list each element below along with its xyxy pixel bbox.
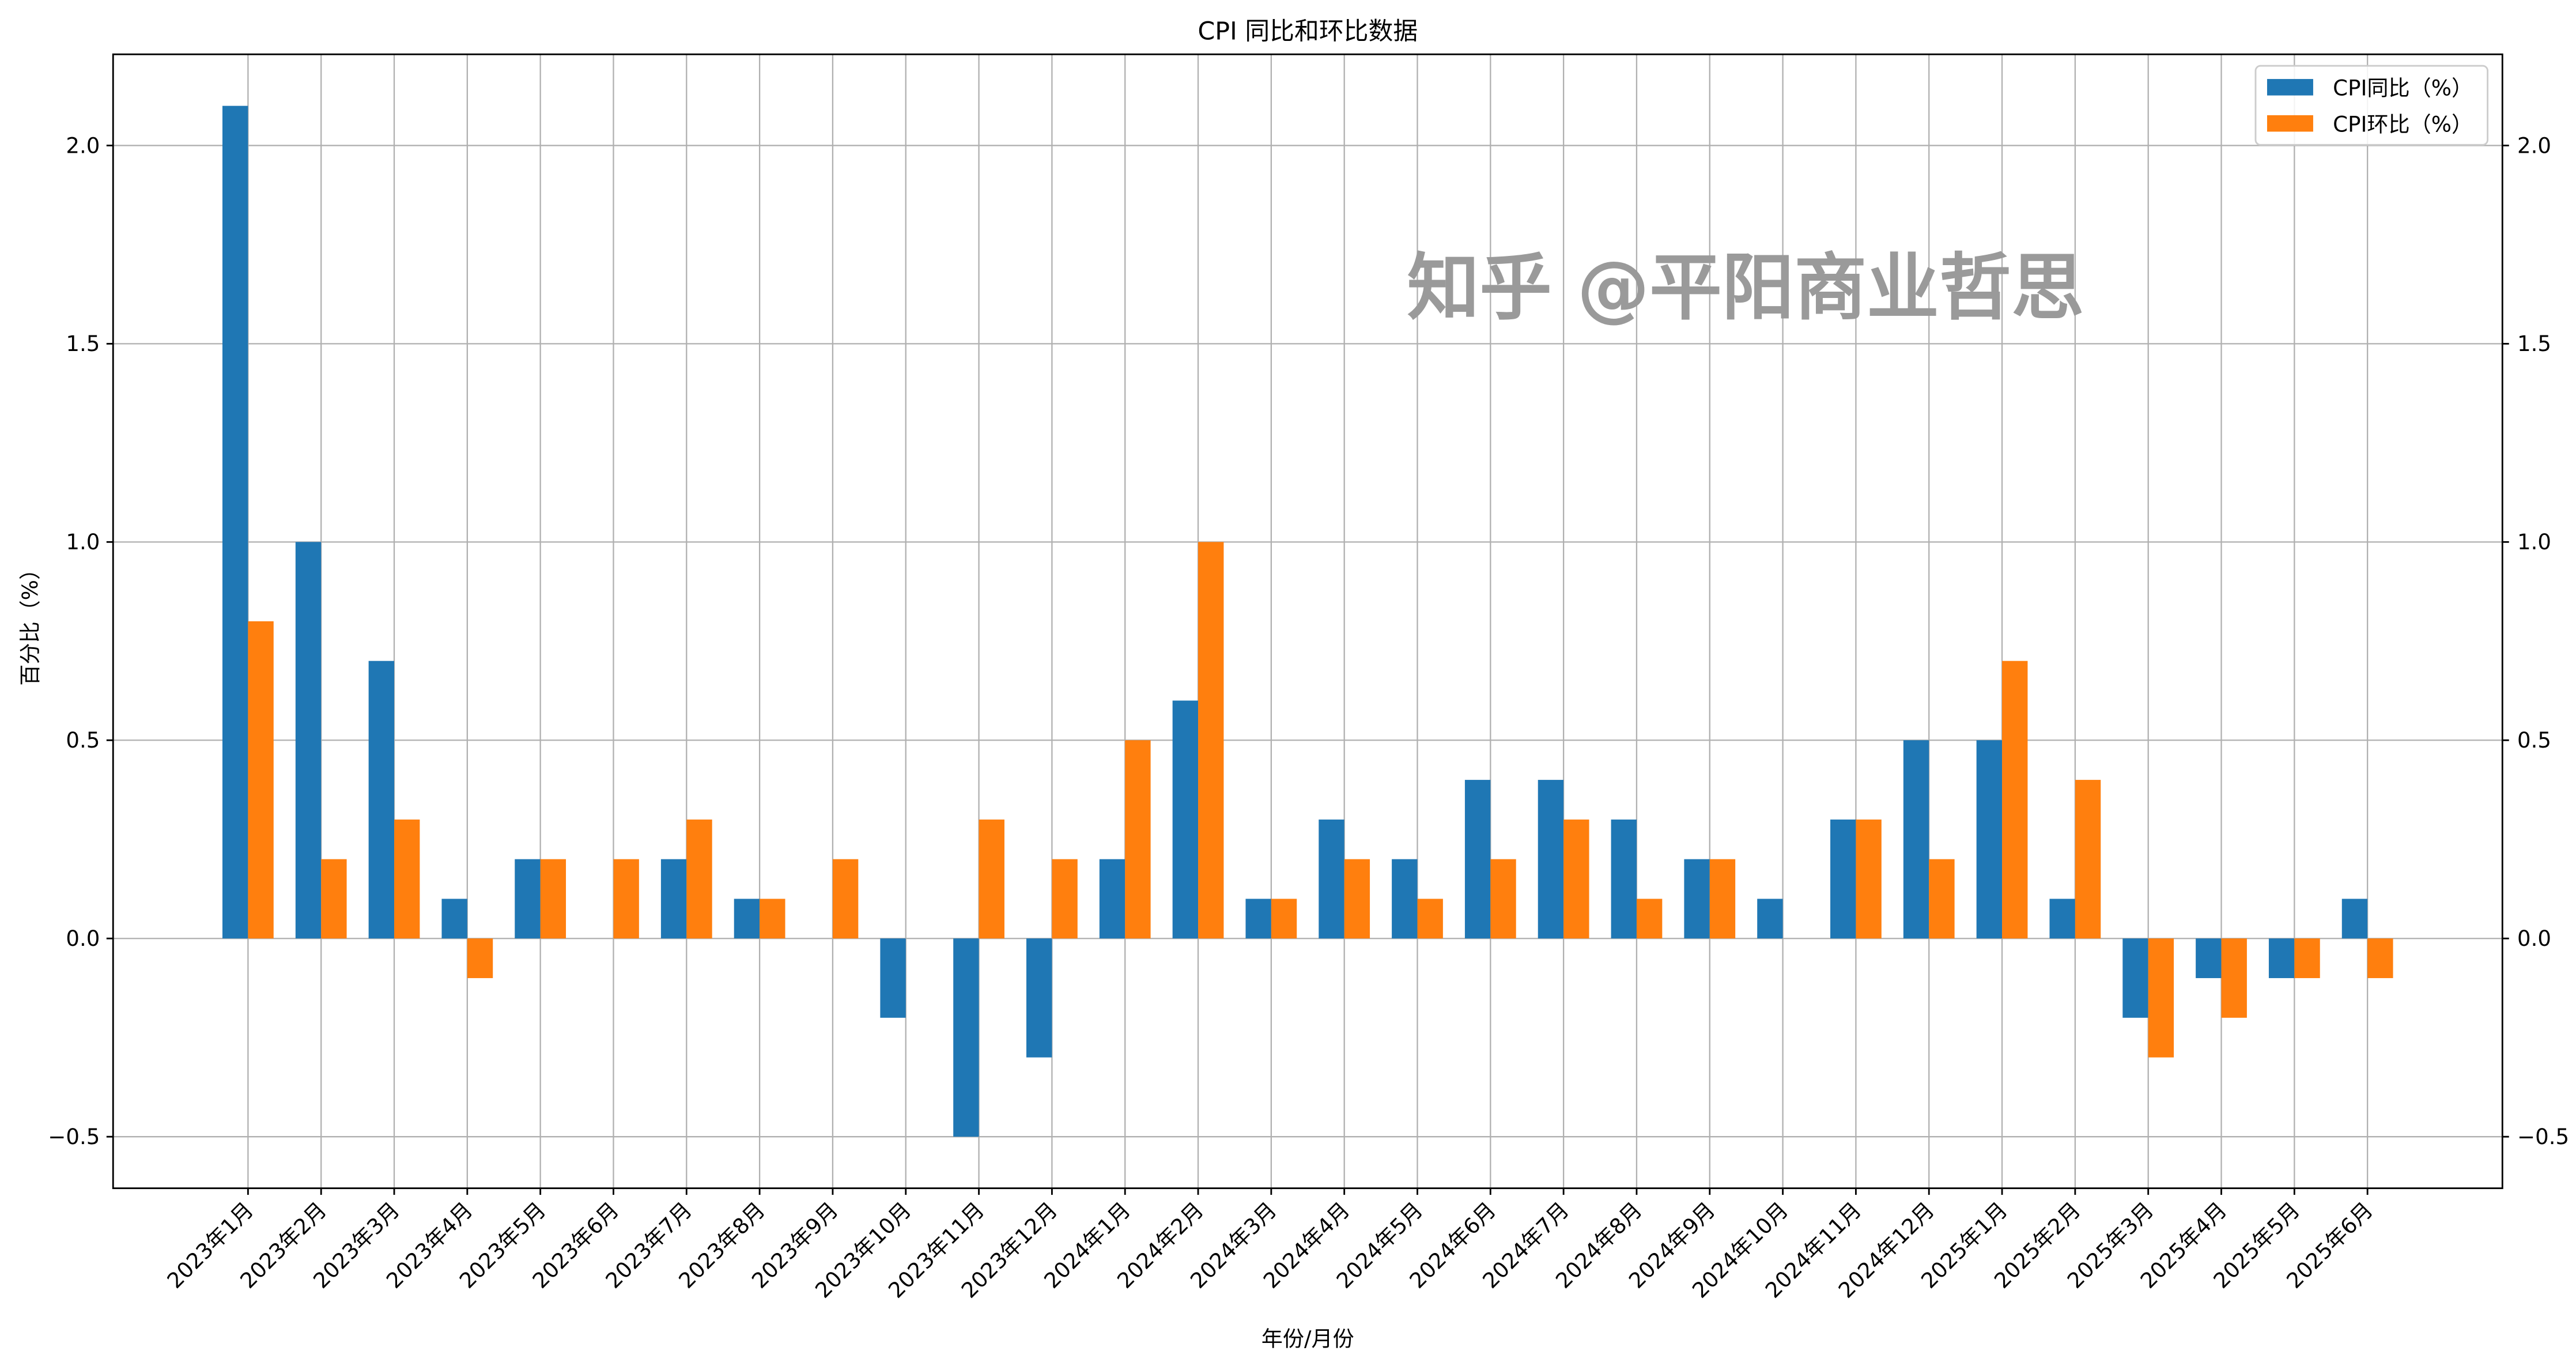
bar-cpi-yoy <box>441 899 467 939</box>
bar-cpi-yoy <box>660 859 687 939</box>
bar-cpi-mom <box>1052 859 1078 939</box>
bar-cpi-mom <box>2221 938 2247 1018</box>
bar-cpi-mom <box>321 859 347 939</box>
bar-cpi-mom <box>979 819 1004 939</box>
bar-cpi-mom <box>2367 938 2393 979</box>
bar-cpi-mom <box>467 938 493 979</box>
bar-cpi-yoy <box>1757 899 1783 939</box>
y-tick-label-right: 1.5 <box>2517 331 2551 356</box>
bar-cpi-yoy <box>1684 859 1710 939</box>
bar-cpi-mom <box>832 859 859 939</box>
y-tick-label-right: 0.5 <box>2517 728 2551 753</box>
bar-cpi-mom <box>1198 542 1224 939</box>
watermark: 知乎 @平阳商业哲思 <box>1407 246 2084 330</box>
legend-swatch-yoy <box>2267 79 2313 96</box>
bar-cpi-mom <box>760 899 785 939</box>
bar-cpi-mom <box>394 819 420 939</box>
bar-cpi-mom <box>2075 780 2101 939</box>
bar-cpi-yoy <box>1026 938 1052 1058</box>
bar-cpi-yoy <box>295 542 322 939</box>
bar-cpi-mom <box>1856 819 1882 939</box>
bar-cpi-yoy <box>1538 780 1564 939</box>
bar-cpi-mom <box>1563 819 1589 939</box>
bar-cpi-mom <box>2294 938 2320 979</box>
bar-cpi-mom <box>540 859 566 939</box>
y-tick-label-left: 2.0 <box>66 133 100 158</box>
legend-box <box>2254 65 2489 146</box>
chart-title: CPI 同比和环比数据 <box>1198 17 1418 46</box>
plot-frame <box>112 53 2503 1190</box>
bar-cpi-yoy <box>2049 899 2075 939</box>
bar-cpi-yoy <box>953 938 979 1137</box>
bar-cpi-yoy <box>734 899 760 939</box>
bar-cpi-mom <box>1636 899 1663 939</box>
bar-cpi-yoy <box>1172 700 1199 939</box>
bar-cpi-mom <box>248 621 274 939</box>
bar-cpi-mom <box>1709 859 1736 939</box>
bar-cpi-yoy <box>1903 740 1929 939</box>
y-tick-label-left: 0.0 <box>66 926 100 951</box>
bar-cpi-mom <box>2148 938 2174 1058</box>
legend-label-yoy: CPI同比（%） <box>2333 76 2473 101</box>
y-tick-label-left: 1.0 <box>66 530 100 554</box>
bar-cpi-yoy <box>1464 780 1491 939</box>
bar-cpi-yoy <box>1611 819 1637 939</box>
bar-cpi-yoy <box>2122 938 2148 1018</box>
bar-cpi-mom <box>686 819 712 939</box>
y-tick-label-left: 1.5 <box>66 331 100 356</box>
bar-cpi-mom <box>1344 859 1370 939</box>
legend-label-mom: CPI环比（%） <box>2333 112 2473 137</box>
y-tick-label-right: 0.0 <box>2517 926 2551 951</box>
bar-cpi-yoy <box>222 105 248 939</box>
y-tick-label-right: 1.0 <box>2517 530 2551 554</box>
bar-cpi-mom <box>2002 661 2028 939</box>
x-axis-label: 年份/月份 <box>1261 1327 1354 1352</box>
bar-cpi-yoy <box>368 661 395 939</box>
bar-cpi-mom <box>1929 859 1955 939</box>
bar-cpi-yoy <box>1976 740 2003 939</box>
bar-cpi-yoy <box>2341 899 2368 939</box>
bar-cpi-yoy <box>2268 938 2295 979</box>
bar-cpi-yoy <box>515 859 541 939</box>
y-tick-label-right: −0.5 <box>2517 1125 2569 1149</box>
legend: CPI同比（%） CPI环比（%） <box>2254 65 2489 146</box>
y-tick-label-left: −0.5 <box>48 1125 100 1149</box>
bar-cpi-yoy <box>1830 819 1856 939</box>
legend-swatch-mom <box>2267 115 2313 132</box>
bar-cpi-mom <box>1125 740 1151 939</box>
bar-cpi-yoy <box>1319 819 1344 939</box>
bar-cpi-yoy <box>1099 859 1125 939</box>
bar-cpi-yoy <box>2196 938 2222 979</box>
bar-cpi-yoy <box>1392 859 1418 939</box>
grid <box>113 54 2503 1188</box>
bars <box>222 105 2393 1137</box>
bar-cpi-mom <box>1490 859 1516 939</box>
bar-cpi-yoy <box>880 938 906 1018</box>
y-tick-label-left: 0.5 <box>66 728 100 753</box>
bar-cpi-mom <box>613 859 639 939</box>
y-tick-label-right: 2.0 <box>2517 133 2551 158</box>
bar-cpi-mom <box>1417 899 1443 939</box>
bar-cpi-mom <box>1271 899 1297 939</box>
bar-cpi-yoy <box>1245 899 1271 939</box>
y-axis-label: 百分比（%） <box>18 559 43 686</box>
